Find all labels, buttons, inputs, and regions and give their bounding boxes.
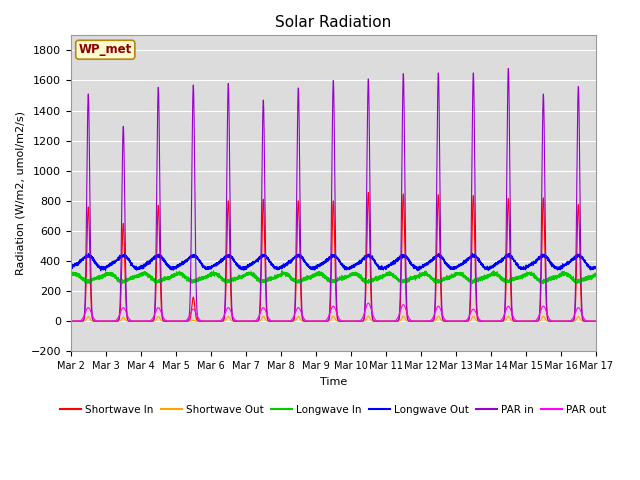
X-axis label: Time: Time: [320, 377, 347, 386]
Text: WP_met: WP_met: [79, 43, 132, 56]
Legend: Shortwave In, Shortwave Out, Longwave In, Longwave Out, PAR in, PAR out: Shortwave In, Shortwave Out, Longwave In…: [56, 401, 611, 419]
Y-axis label: Radiation (W/m2, umol/m2/s): Radiation (W/m2, umol/m2/s): [15, 111, 25, 276]
Title: Solar Radiation: Solar Radiation: [275, 15, 392, 30]
